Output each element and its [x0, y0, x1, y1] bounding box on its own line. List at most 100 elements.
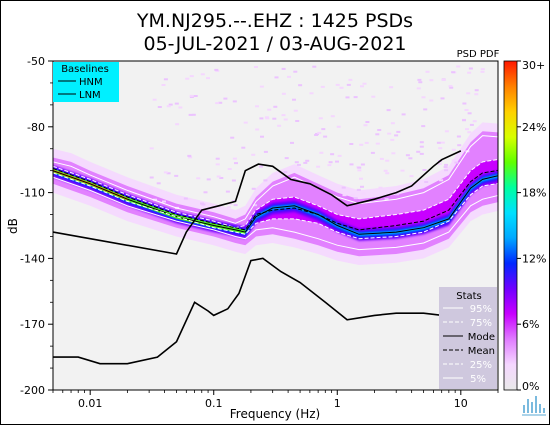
density-cell — [215, 157, 220, 160]
density-cell — [187, 154, 192, 157]
density-cell — [188, 113, 193, 116]
density-cell — [174, 102, 179, 105]
density-cell — [189, 96, 194, 98]
density-cell — [230, 136, 235, 139]
density-cell — [424, 181, 429, 183]
y-tick-label: -110 — [20, 187, 45, 200]
density-cell — [353, 197, 358, 200]
density-cell — [215, 163, 220, 166]
density-cell — [474, 93, 479, 96]
x-axis: 0.01 0.1 1 10 — [52, 390, 499, 410]
density-cell — [223, 97, 228, 100]
density-cell — [405, 154, 410, 157]
density-cell — [185, 77, 190, 80]
psd-density-layer — [53, 65, 498, 265]
density-cell — [394, 134, 399, 137]
density-cell — [168, 103, 173, 106]
density-cell — [395, 193, 400, 196]
y-tick-label: -80 — [27, 121, 45, 134]
density-cell — [457, 144, 462, 147]
density-cell — [441, 79, 446, 81]
baselines-legend-box — [53, 62, 119, 102]
density-cell — [467, 131, 472, 134]
baseline-lines — [53, 150, 462, 365]
stats-legend: Stats 95% 75% Mode Mean 25% 5% — [439, 287, 497, 389]
density-cell — [375, 133, 380, 136]
stats-line-75pct — [53, 158, 498, 229]
density-cell — [439, 179, 444, 182]
density-cell — [272, 117, 277, 120]
density-cell — [273, 172, 278, 175]
density-cell — [263, 150, 268, 153]
density-cell — [163, 171, 168, 174]
colorbar-tick-label: 18% — [522, 187, 546, 200]
stats-line-5pct — [53, 176, 498, 251]
density-cell — [281, 114, 286, 117]
density-cell — [335, 83, 340, 86]
density-cell — [337, 154, 342, 157]
density-cell — [480, 68, 485, 71]
density-cell — [281, 67, 286, 70]
hnm-line — [53, 150, 462, 255]
density-cell — [448, 85, 453, 88]
density-cell — [356, 188, 361, 191]
density-cell — [330, 115, 335, 118]
density-cell — [339, 86, 344, 89]
density-cell — [377, 129, 382, 131]
density-cell — [259, 85, 264, 88]
density-cell — [449, 86, 454, 89]
density-cell — [234, 162, 238, 165]
density-cell — [149, 187, 154, 190]
density-cell — [474, 89, 479, 92]
density-cell — [149, 147, 154, 150]
density-cell — [232, 157, 237, 160]
density-cell — [267, 108, 272, 111]
density-band — [53, 159, 498, 239]
colorbar-tick-label: 30+ — [522, 59, 545, 72]
density-cell — [390, 138, 395, 141]
colorbar — [503, 60, 518, 391]
density-cell — [305, 159, 310, 162]
density-cell — [437, 162, 442, 165]
x-tick-label: 10 — [454, 397, 468, 410]
lnm-legend-label: LNM — [79, 90, 101, 101]
density-cell — [255, 105, 259, 108]
density-cell — [253, 204, 258, 207]
chart-title-line-1: YM.NJ295.--.EHZ : 1425 PSDs — [136, 10, 413, 32]
density-cell — [341, 186, 346, 189]
density-cell — [387, 132, 392, 135]
density-cell — [353, 96, 358, 99]
density-cell — [444, 163, 449, 166]
density-cell — [467, 71, 472, 74]
density-cell — [231, 179, 236, 182]
density-cell — [183, 197, 188, 200]
density-cell — [303, 161, 308, 164]
density-cell — [371, 95, 376, 98]
density-cell — [273, 105, 278, 108]
density-cell — [389, 86, 394, 89]
density-cell — [295, 120, 300, 122]
density-band — [53, 165, 498, 241]
density-cell — [409, 175, 414, 178]
density-cell — [323, 135, 328, 138]
density-cell — [454, 161, 459, 164]
density-cell — [203, 191, 208, 194]
density-cell — [255, 128, 260, 131]
density-cell — [421, 125, 426, 128]
density-cell — [185, 198, 190, 201]
density-cell — [440, 141, 445, 144]
p5-legend-label: 5% — [470, 374, 486, 385]
density-cell — [335, 160, 339, 163]
colorbar-tick-label: 6% — [522, 318, 539, 331]
density-cell — [149, 176, 154, 179]
baselines-legend: Baselines HNM LNM — [53, 62, 119, 102]
density-cell — [425, 70, 430, 73]
density-cell — [228, 202, 233, 205]
mode-legend-label: Mode — [468, 332, 495, 343]
density-cell — [309, 92, 314, 95]
density-cell — [390, 122, 395, 125]
density-cell — [419, 141, 424, 144]
density-cell — [189, 75, 194, 78]
density-cell — [365, 121, 370, 123]
